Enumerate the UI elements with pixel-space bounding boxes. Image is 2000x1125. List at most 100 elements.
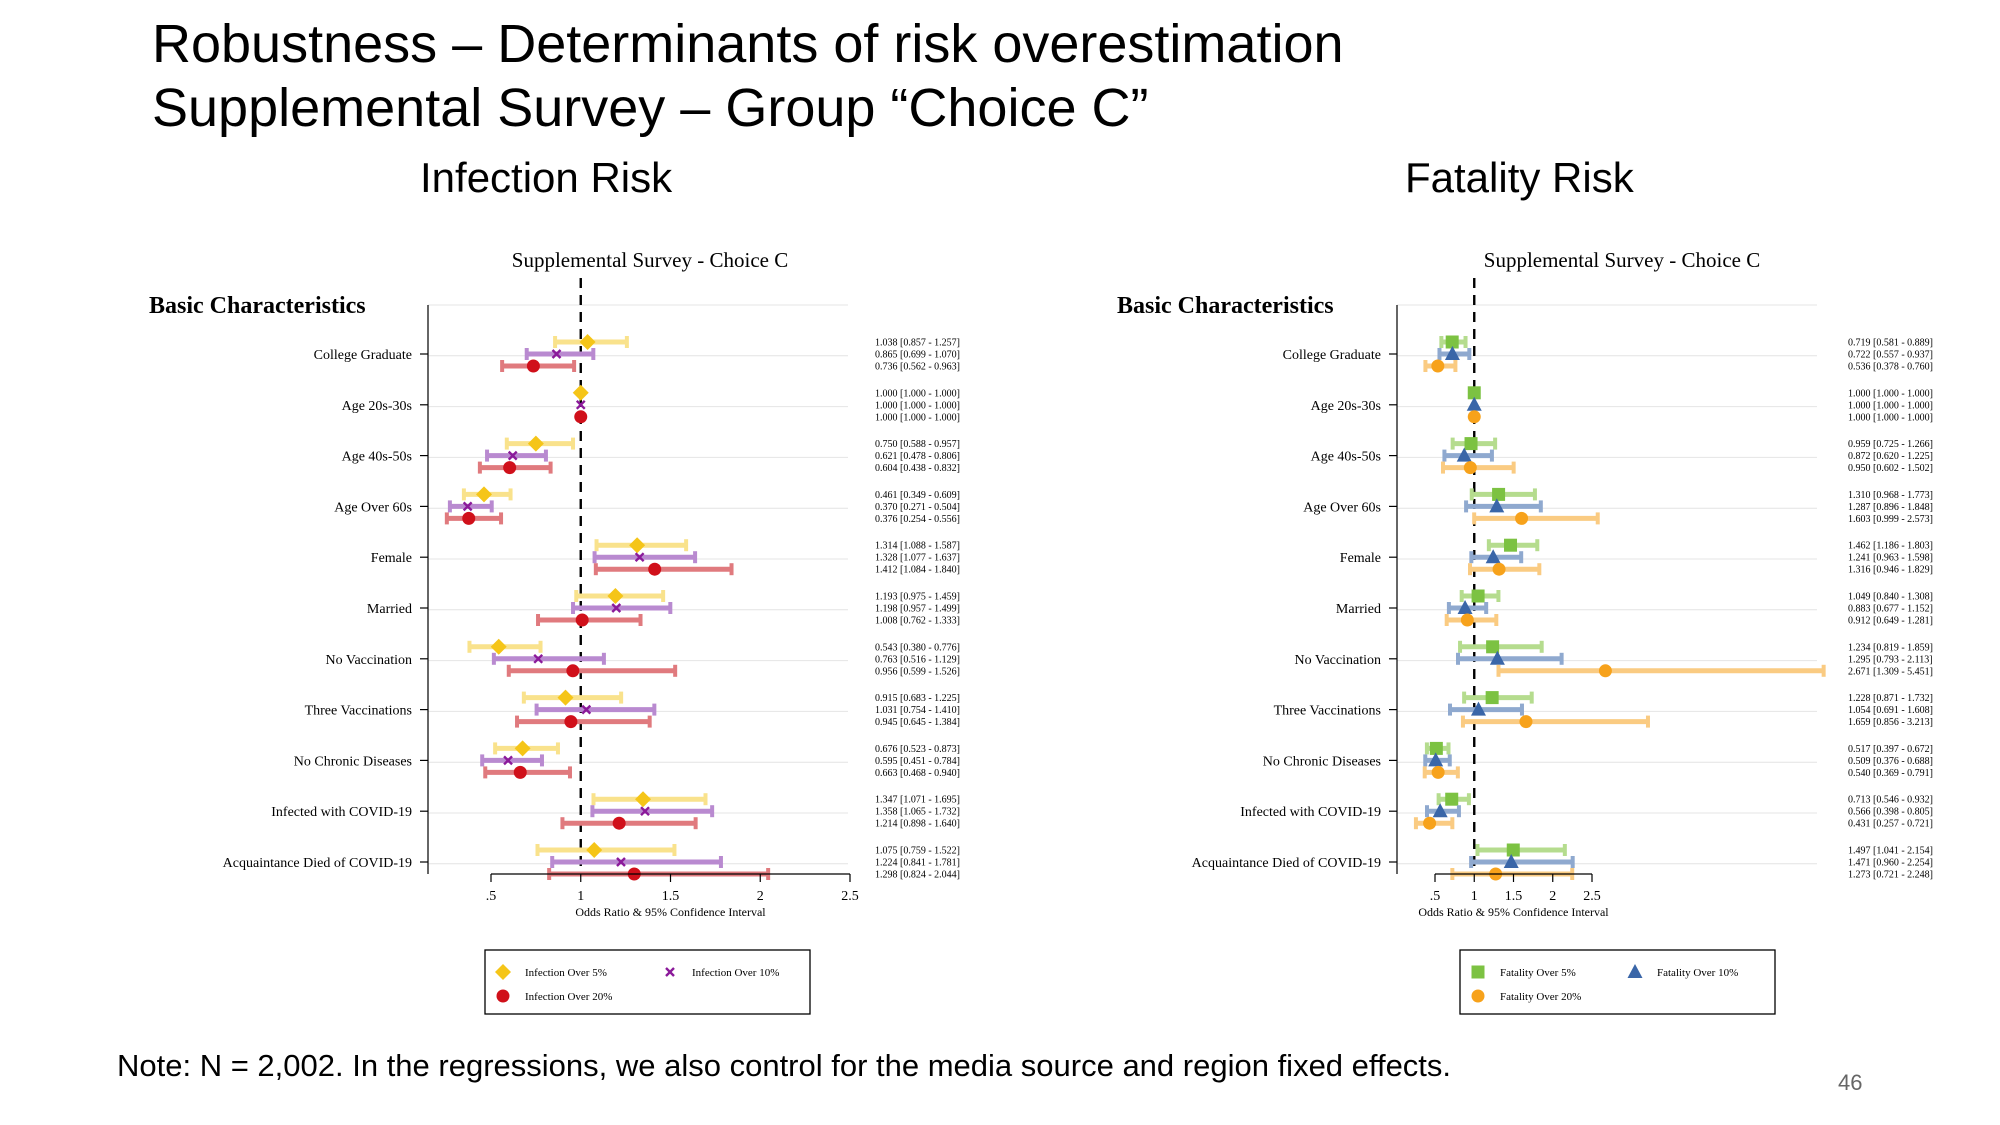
infection-infection-over-10-age-40s-50s-value-label: 0.621 [0.478 - 0.806] xyxy=(875,451,960,462)
fatality-fatality-over-5-female-marker xyxy=(1504,538,1518,552)
fatality-fatality-over-20-age-20s-30s-value-label: 1.000 [1.000 - 1.000] xyxy=(1848,412,1933,423)
infection-infection-over-20-age-over-60s-value-label: 0.376 [0.254 - 0.556] xyxy=(875,514,960,525)
infection-infection-over-20-age-40s-50s-marker xyxy=(503,461,517,475)
fatality-fatality-over-10-infected-with-covid-19-marker xyxy=(1432,803,1448,818)
infection-infection-over-5-college-graduate-value-label: 1.038 [0.857 - 1.257] xyxy=(875,338,960,349)
fatality-fatality-over-20-age-40s-50s-value-label: 0.950 [0.602 - 1.502] xyxy=(1848,463,1933,474)
fatality-fatality-over-20-acquaintance-died-of-covid-19-value-label: 1.273 [0.721 - 2.248] xyxy=(1848,870,1933,881)
infection-infection-over-5-married-value-label: 1.193 [0.975 - 1.459] xyxy=(875,592,960,603)
fatality-fatality-over-5-college-graduate-value-label: 0.719 [0.581 - 0.889] xyxy=(1848,338,1933,349)
infection-category-label-infected-with-covid-19: Infected with COVID-19 xyxy=(271,805,412,820)
infection-infection-over-5-acquaintance-died-of-covid-19-marker xyxy=(586,842,603,858)
infection-category-label-female: Female xyxy=(371,551,412,566)
fatality-category-label-college-graduate: College Graduate xyxy=(1283,348,1381,363)
fatality-legend xyxy=(1459,949,1776,1015)
infection-x-tick-label: 2 xyxy=(757,889,764,904)
fatality-fatality-over-10-age-over-60s-value-label: 1.287 [0.896 - 1.848] xyxy=(1848,502,1933,513)
infection-infection-over-5-age-over-60s-value-label: 0.461 [0.349 - 0.609] xyxy=(875,490,960,501)
fatality-fatality-over-10-age-20s-30s-value-label: 1.000 [1.000 - 1.000] xyxy=(1848,400,1933,411)
slide-title-line1: Robustness – Determinants of risk overes… xyxy=(152,14,1344,74)
fatality-legend-marker-fatality-over-5 xyxy=(1471,965,1485,979)
fatality-category-label-female: Female xyxy=(1340,551,1381,566)
fatality-fatality-over-5-age-20s-30s-value-label: 1.000 [1.000 - 1.000] xyxy=(1848,388,1933,399)
fatality-category-label-no-vaccination: No Vaccination xyxy=(1295,653,1381,668)
infection-infection-over-20-three-vaccinations-value-label: 0.945 [0.645 - 1.384] xyxy=(875,717,960,728)
infection-infection-over-10-three-vaccinations-marker xyxy=(581,704,592,715)
fatality-fatality-over-5-age-40s-50s-marker xyxy=(1464,437,1478,451)
fatality-fatality-over-5-three-vaccinations-marker xyxy=(1485,691,1499,705)
infection-infection-over-10-married-marker xyxy=(611,603,622,613)
slide-title-line2: Supplemental Survey – Group “Choice C” xyxy=(152,78,1149,138)
fatality-fatality-over-10-three-vaccinations-marker xyxy=(1470,701,1486,716)
fatality-fatality-over-10-college-graduate-marker xyxy=(1444,346,1460,360)
fatality-x-tick-label: 2.5 xyxy=(1583,889,1601,904)
infection-infection-over-5-infected-with-covid-19-value-label: 1.347 [1.071 - 1.695] xyxy=(875,795,960,806)
infection-infection-over-10-age-20s-30s-value-label: 1.000 [1.000 - 1.000] xyxy=(875,400,960,411)
fatality-fatality-over-5-age-40s-50s-value-label: 0.959 [0.725 - 1.266] xyxy=(1848,439,1933,450)
fatality-category-label-age-40s-50s: Age 40s-50s xyxy=(1311,450,1381,465)
infection-legend-label-infection-over-10: Infection Over 10% xyxy=(692,967,779,979)
infection-infection-over-10-no-vaccination-value-label: 0.763 [0.516 - 1.129] xyxy=(875,654,960,665)
infection-infection-over-10-acquaintance-died-of-covid-19-value-label: 1.224 [0.841 - 1.781] xyxy=(875,858,960,869)
infection-infection-over-10-age-20s-30s-marker xyxy=(575,399,586,410)
footnote: Note: N = 2,002. In the regressions, we … xyxy=(117,1048,1452,1083)
infection-infection-over-20-married-value-label: 1.008 [0.762 - 1.333] xyxy=(875,616,960,627)
infection-infection-over-10-age-over-60s-marker xyxy=(462,501,473,512)
fatality-fatality-over-5-infected-with-covid-19-value-label: 0.713 [0.546 - 0.932] xyxy=(1848,795,1933,806)
fatality-category-label-acquaintance-died-of-covid-19: Acquaintance Died of COVID-19 xyxy=(1192,856,1381,871)
infection-infection-over-10-three-vaccinations-value-label: 1.031 [0.754 - 1.410] xyxy=(875,705,960,716)
fatality-fatality-over-10-female-value-label: 1.241 [0.963 - 1.598] xyxy=(1848,553,1933,564)
fatality-legend-label-fatality-over-20: Fatality Over 20% xyxy=(1500,991,1581,1003)
infection-infection-over-10-age-over-60s-value-label: 0.370 [0.271 - 0.504] xyxy=(875,502,960,513)
infection-infection-over-20-no-vaccination-marker xyxy=(566,664,580,678)
fatality-x-tick-label: 1 xyxy=(1471,889,1478,904)
infection-infection-over-10-no-chronic-diseases-marker xyxy=(503,755,513,766)
infection-category-label-acquaintance-died-of-covid-19: Acquaintance Died of COVID-19 xyxy=(223,856,412,871)
infection-infection-over-20-infected-with-covid-19-marker xyxy=(612,816,626,830)
infection-legend-label-infection-over-5: Infection Over 5% xyxy=(525,967,607,979)
infection-section-label: Basic Characteristics xyxy=(149,293,366,319)
fatality-fatality-over-5-acquaintance-died-of-covid-19-value-label: 1.497 [1.041 - 2.154] xyxy=(1848,846,1933,857)
infection-infection-over-20-college-graduate-marker xyxy=(526,359,540,373)
fatality-category-label-age-over-60s: Age Over 60s xyxy=(1303,500,1381,515)
infection-infection-over-5-age-40s-50s-value-label: 0.750 [0.588 - 0.957] xyxy=(875,439,960,450)
fatality-fatality-over-20-college-graduate-value-label: 0.536 [0.378 - 0.760] xyxy=(1848,362,1933,373)
fatality-risk-chart: Supplemental Survey - Choice C Basic Char… xyxy=(1117,248,1933,1015)
fatality-x-axis-label: Odds Ratio & 95% Confidence Interval xyxy=(1418,905,1609,919)
infection-infection-over-10-acquaintance-died-of-covid-19-marker xyxy=(616,857,626,867)
fatality-fatality-over-10-no-chronic-diseases-value-label: 0.509 [0.376 - 0.688] xyxy=(1848,756,1933,767)
infection-infection-over-5-age-40s-50s-marker xyxy=(527,435,544,452)
infection-x-tick-label: 2.5 xyxy=(841,889,859,904)
fatality-fatality-over-5-infected-with-covid-19-marker xyxy=(1445,792,1459,806)
fatality-fatality-over-20-no-vaccination-marker xyxy=(1598,664,1612,678)
fatality-fatality-over-5-no-vaccination-value-label: 1.234 [0.819 - 1.859] xyxy=(1848,642,1933,653)
infection-x-tick-label: 1.5 xyxy=(662,889,680,904)
infection-infection-over-20-college-graduate-value-label: 0.736 [0.562 - 0.963] xyxy=(875,362,960,373)
infection-legend-label-infection-over-20: Infection Over 20% xyxy=(525,991,612,1003)
fatality-fatality-over-20-age-20s-30s-marker xyxy=(1467,410,1481,424)
infection-legend-marker-infection-over-10 xyxy=(665,967,675,977)
fatality-fatality-over-20-no-chronic-diseases-value-label: 0.540 [0.369 - 0.791] xyxy=(1848,768,1933,779)
fatality-fatality-over-5-female-value-label: 1.462 [1.186 - 1.803] xyxy=(1848,541,1933,552)
fatality-fatality-over-5-no-vaccination-marker xyxy=(1486,640,1500,654)
infection-infection-over-5-three-vaccinations-value-label: 0.915 [0.683 - 1.225] xyxy=(875,693,960,704)
fatality-fatality-over-20-age-over-60s-marker xyxy=(1515,511,1529,525)
infection-x-axis-label: Odds Ratio & 95% Confidence Interval xyxy=(575,905,766,919)
infection-infection-over-5-three-vaccinations-marker xyxy=(557,689,574,706)
infection-infection-over-5-married-marker xyxy=(607,588,624,604)
infection-infection-over-20-age-20s-30s-value-label: 1.000 [1.000 - 1.000] xyxy=(875,412,960,423)
infection-category-label-no-chronic-diseases: No Chronic Diseases xyxy=(294,754,412,769)
infection-infection-over-20-age-40s-50s-value-label: 0.604 [0.438 - 0.832] xyxy=(875,463,960,474)
fatality-fatality-over-10-married-marker xyxy=(1457,600,1473,614)
fatality-section-label: Basic Characteristics xyxy=(1117,293,1334,319)
fatality-fatality-over-10-age-40s-50s-value-label: 0.872 [0.620 - 1.225] xyxy=(1848,451,1933,462)
fatality-fatality-over-10-no-chronic-diseases-marker xyxy=(1428,752,1444,767)
infection-infection-over-5-age-over-60s-marker xyxy=(475,486,492,503)
fatality-fatality-over-10-three-vaccinations-value-label: 1.054 [0.691 - 1.608] xyxy=(1848,705,1933,716)
fatality-fatality-over-5-no-chronic-diseases-marker xyxy=(1429,741,1443,755)
infection-infection-over-5-infected-with-covid-19-marker xyxy=(635,791,652,808)
fatality-category-label-infected-with-covid-19: Infected with COVID-19 xyxy=(1240,805,1381,820)
infection-infection-over-20-no-vaccination-value-label: 0.956 [0.599 - 1.526] xyxy=(875,666,960,677)
infection-infection-over-10-infected-with-covid-19-marker xyxy=(640,806,650,817)
